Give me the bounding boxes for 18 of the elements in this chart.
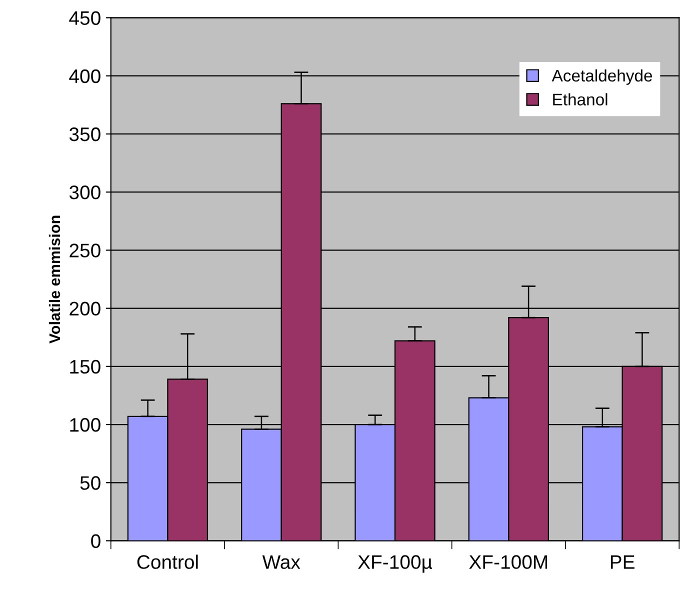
y-tick-label: 300 — [69, 186, 100, 200]
y-tick-label: 350 — [69, 127, 100, 142]
x-tick-label: XF-100µ — [358, 555, 432, 573]
y-axis-title: Volatile emmision — [48, 216, 60, 344]
legend-label: Acetaldehyde — [552, 69, 652, 85]
y-tick-label: 100 — [70, 418, 100, 432]
y-tick-label: 150 — [70, 360, 100, 374]
y-tick-label: 0 — [91, 534, 100, 548]
x-tick-label: Wax — [262, 555, 300, 569]
y-tick-label: 200 — [70, 302, 100, 316]
x-tick-label: XF-100M — [469, 555, 548, 569]
y-tick-label: 450 — [69, 11, 100, 25]
legend-label: Ethanol — [553, 93, 608, 106]
y-tick-label: 400 — [69, 69, 100, 84]
y-tick-label: 50 — [80, 476, 100, 490]
y-tick-label: 250 — [70, 244, 100, 258]
x-tick-label: PE — [610, 555, 634, 569]
x-tick-label: Control — [137, 554, 198, 569]
